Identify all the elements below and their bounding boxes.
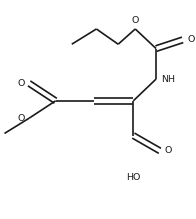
Text: O: O [17,79,24,88]
Text: O: O [132,16,139,25]
Text: O: O [165,146,172,155]
Text: O: O [17,114,24,123]
Text: HO: HO [126,173,141,182]
Text: NH: NH [161,74,175,83]
Text: O: O [187,35,195,44]
